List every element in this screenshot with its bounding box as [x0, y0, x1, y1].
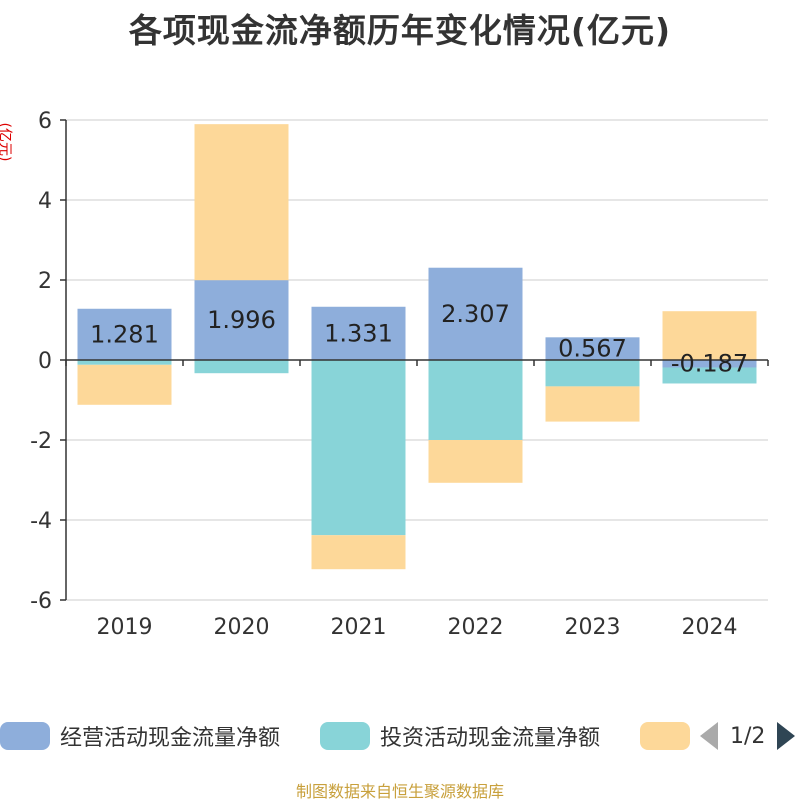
- bar-segment-series-1: [194, 360, 289, 374]
- x-category-label: 2024: [682, 615, 738, 640]
- legend: 经营活动现金流量净额 投资活动现金流量净额 1/2: [0, 718, 800, 754]
- bar-chart: 6 4 2 0 -2 -4 -6 1.281 1.996 1.331 2.307 0.567 -0.18…: [30, 109, 769, 640]
- legend-prev-arrow-icon[interactable]: [700, 722, 718, 750]
- bar-segment-series-2: [77, 364, 172, 405]
- legend-item-investing[interactable]: 投资活动现金流量净额: [320, 718, 600, 754]
- x-category-label: 2023: [565, 615, 621, 640]
- x-category-label: 2020: [214, 615, 270, 640]
- legend-page-indicator: 1/2: [730, 723, 766, 749]
- bar-segment-series-0: [545, 337, 640, 360]
- bar-segment-series-0: [194, 280, 289, 360]
- data-label: 1.996: [207, 306, 276, 334]
- data-label: 0.567: [558, 335, 627, 363]
- legend-label-investing: 投资活动现金流量净额: [380, 726, 601, 751]
- legend-item-operating[interactable]: 经营活动现金流量净额: [0, 718, 280, 754]
- legend-swatch-third: [640, 722, 690, 750]
- bar-segment-series-1: [545, 360, 640, 387]
- chart-title: 各项现金流净额历年变化情况(亿元): [128, 11, 672, 50]
- y-tick-label: 6: [38, 109, 52, 134]
- y-tick-label: 0: [38, 349, 52, 374]
- legend-pager: 1/2: [700, 718, 796, 754]
- bar-segment-series-0: [662, 360, 757, 368]
- data-label: 1.281: [90, 320, 159, 348]
- y-tick-label: -6: [30, 589, 52, 614]
- bar-segment-series-0: [311, 306, 406, 360]
- y-tick-label: -2: [30, 429, 52, 454]
- bar-segment-series-2: [662, 311, 757, 360]
- bar-segment-series-2: [311, 535, 406, 570]
- bar-segment-series-1: [77, 360, 172, 365]
- x-category-label: 2022: [448, 615, 504, 640]
- bar-segment-series-2: [545, 386, 640, 422]
- data-label: 2.307: [441, 300, 510, 328]
- bar-segment-series-0: [77, 308, 172, 360]
- bar-segment-series-1: [311, 360, 406, 536]
- data-source-note: 制图数据来自恒生聚源数据库: [295, 782, 504, 801]
- x-category-label: 2019: [97, 615, 153, 640]
- legend-swatch-operating: [0, 722, 50, 750]
- data-label: 1.331: [324, 319, 393, 347]
- legend-item-third[interactable]: [640, 718, 690, 754]
- x-category-label: 2021: [331, 615, 387, 640]
- y-tick-label: 2: [38, 269, 52, 294]
- y-tick-label: 4: [38, 189, 52, 214]
- data-label: -0.187: [671, 350, 748, 378]
- bar-segment-series-2: [428, 440, 523, 483]
- bar-segment-series-0: [428, 267, 523, 360]
- y-tick-label: -4: [30, 509, 52, 534]
- bar-segment-series-2: [194, 124, 289, 281]
- legend-next-arrow-icon[interactable]: [777, 722, 796, 750]
- bar-segment-series-1: [428, 360, 523, 440]
- legend-label-operating: 经营活动现金流量净额: [60, 726, 281, 751]
- legend-swatch-investing: [320, 722, 370, 750]
- bar-segment-series-1: [662, 367, 757, 384]
